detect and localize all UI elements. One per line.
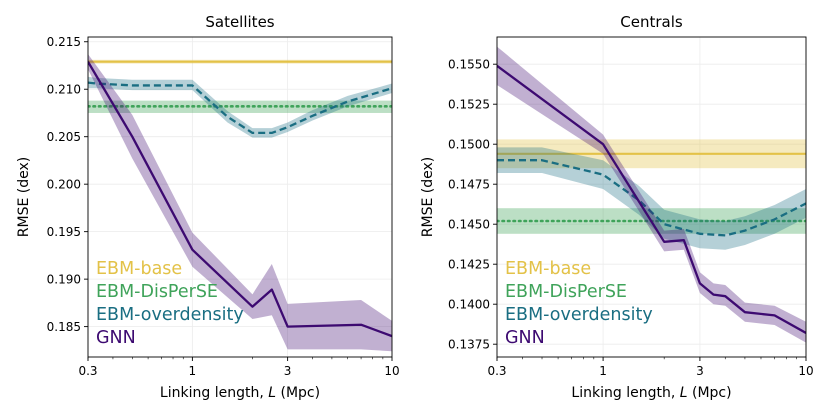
band-ebm-disperse xyxy=(88,100,392,113)
line-ebm-overdensity xyxy=(88,81,392,135)
legend-entry-ebm-disperse: EBM-DisPerSE xyxy=(96,282,218,302)
chart-title: Centrals xyxy=(620,13,683,31)
x-axis-label-prefix: Linking length, xyxy=(571,385,679,401)
series-gnn xyxy=(497,46,806,343)
axes-frame xyxy=(87,36,393,358)
x-tick-label: 10 xyxy=(798,364,813,378)
y-tick-label: 0.195 xyxy=(47,225,81,239)
x-tick-label: 3 xyxy=(696,364,704,378)
y-tick-label: 0.210 xyxy=(47,83,81,97)
x-axis-label: Linking length, L (Mpc) xyxy=(571,385,731,401)
y-tick-label: 0.1450 xyxy=(448,218,490,232)
y-tick-label: 0.1375 xyxy=(448,338,490,352)
legend: EBM-base EBM-DisPerSE EBM-overdensity GNN xyxy=(96,259,244,348)
line-gnn xyxy=(88,61,392,338)
y-tick-label: 0.1475 xyxy=(448,178,490,192)
panel-centrals: 0.3 1 3 10 0.1375 0.1400 0.1425 0.1450 0.1475 0.1… xyxy=(420,13,814,401)
y-axis-label: RMSE (dex) xyxy=(420,157,436,237)
x-tick-label: 1 xyxy=(599,364,607,378)
legend: EBM-base EBM-DisPerSE EBM-overdensity GNN xyxy=(505,259,653,348)
plot-area xyxy=(497,46,806,343)
x-axis-label: Linking length, L (Mpc) xyxy=(160,385,320,401)
y-tick-label: 0.200 xyxy=(47,177,81,191)
chart-title: Satellites xyxy=(205,13,274,31)
legend-entry-ebm-overdensity: EBM-overdensity xyxy=(505,305,653,325)
y-tick-label: 0.1525 xyxy=(448,98,490,112)
y-tick-label: 0.1425 xyxy=(448,258,490,272)
y-tick-label: 0.215 xyxy=(47,35,81,49)
y-tick-label: 0.1400 xyxy=(448,298,490,312)
y-tick-label: 0.1500 xyxy=(448,138,490,152)
series-gnn xyxy=(88,54,392,352)
legend-entry-ebm-overdensity: EBM-overdensity xyxy=(96,305,244,325)
x-axis-label-suffix: (Mpc) xyxy=(276,385,320,401)
series-ebm-overdensity xyxy=(88,76,392,138)
legend-entry-ebm-base: EBM-base xyxy=(96,259,182,279)
legend-entry-ebm-disperse: EBM-DisPerSE xyxy=(505,282,627,302)
legend-entry-gnn: GNN xyxy=(96,328,136,348)
x-tick-label: 3 xyxy=(284,364,292,378)
series-ebm-base xyxy=(88,59,392,64)
y-tick-label: 0.205 xyxy=(47,130,81,144)
grid xyxy=(87,37,393,357)
x-tick-label: 0.3 xyxy=(78,364,97,378)
line-gnn xyxy=(497,64,806,335)
axes-frame xyxy=(496,36,807,358)
series-ebm-overdensity xyxy=(497,147,806,250)
x-tick-label: 0.3 xyxy=(487,364,506,378)
y-tick-label: 0.185 xyxy=(47,320,81,334)
band-gnn xyxy=(88,54,392,352)
band-ebm-overdensity xyxy=(497,147,806,250)
series-ebm-disperse xyxy=(88,100,392,113)
legend-entry-ebm-base: EBM-base xyxy=(505,259,591,279)
x-axis-label-var: L xyxy=(268,385,276,401)
x-axis-label-prefix: Linking length, xyxy=(160,385,268,401)
y-axis-label: RMSE (dex) xyxy=(16,157,32,237)
plot-area xyxy=(88,54,392,352)
band-gnn xyxy=(497,46,806,343)
panel-satellites: 0.3 1 3 10 0.185 0.190 0.195 0.200 0.205 0.210 0.2… xyxy=(16,13,400,401)
y-tick-label: 0.1550 xyxy=(448,58,490,72)
y-tick-label: 0.190 xyxy=(47,272,81,286)
x-tick-label: 10 xyxy=(384,364,399,378)
x-axis-label-suffix: (Mpc) xyxy=(688,385,732,401)
series-ebm-base xyxy=(497,139,806,169)
x-axis-label-var: L xyxy=(680,385,688,401)
legend-entry-gnn: GNN xyxy=(505,328,545,348)
x-tick-label: 1 xyxy=(189,364,197,378)
